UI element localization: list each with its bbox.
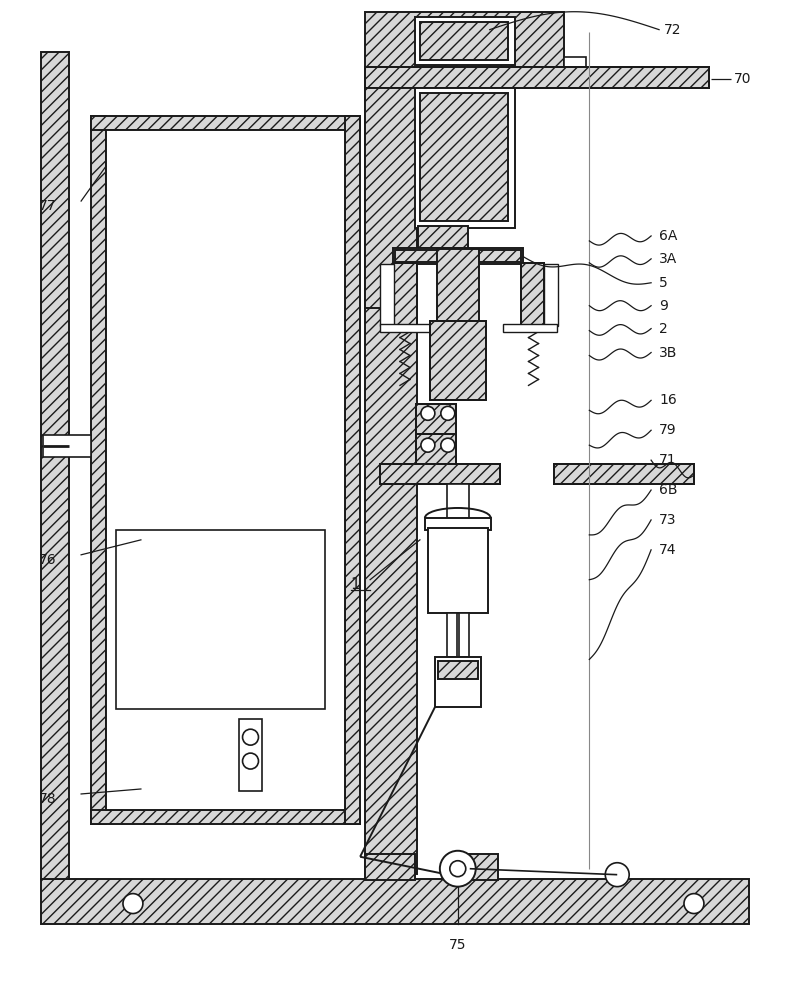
Bar [565, 57, 586, 86]
Bar [415, 17, 515, 65]
Bar [416, 434, 455, 464]
Bar [365, 67, 709, 88]
Bar [393, 248, 523, 264]
Text: 78: 78 [40, 792, 57, 806]
Bar [438, 661, 478, 679]
Bar [503, 324, 558, 332]
Circle shape [242, 729, 258, 745]
Bar [420, 93, 508, 221]
Bar [430, 321, 485, 400]
Bar [365, 67, 565, 86]
Bar [365, 12, 565, 67]
Bar [380, 264, 394, 326]
Text: 5: 5 [659, 276, 668, 290]
Text: 79: 79 [659, 423, 676, 437]
Bar [459, 613, 469, 657]
Bar [41, 52, 69, 879]
Circle shape [421, 406, 435, 420]
Bar [520, 263, 544, 325]
Bar [447, 613, 457, 657]
Circle shape [441, 438, 455, 452]
Bar [41, 879, 748, 924]
Bar [91, 116, 106, 824]
Bar [416, 434, 455, 464]
Bar [544, 264, 558, 326]
Bar [365, 88, 417, 308]
Circle shape [605, 863, 629, 887]
Bar [447, 854, 497, 880]
Bar [380, 324, 435, 332]
Bar [425, 518, 491, 530]
Circle shape [123, 894, 143, 914]
Circle shape [441, 406, 455, 420]
Bar [418, 226, 468, 248]
Bar [428, 528, 488, 613]
Bar [380, 464, 500, 484]
Text: 6B: 6B [659, 483, 678, 497]
Bar [520, 263, 544, 325]
Text: 73: 73 [659, 513, 676, 527]
Text: 76: 76 [40, 553, 57, 567]
Bar [91, 116, 360, 130]
Bar [365, 854, 415, 880]
Text: 75: 75 [449, 938, 466, 952]
Bar [415, 88, 515, 228]
Bar [365, 76, 417, 874]
Bar [395, 250, 520, 262]
Text: 3A: 3A [659, 252, 677, 266]
Circle shape [421, 438, 435, 452]
Bar [345, 116, 360, 824]
Bar [106, 130, 345, 810]
Text: 3B: 3B [659, 346, 677, 360]
Bar [420, 22, 508, 60]
Bar [91, 810, 360, 824]
Bar [116, 530, 326, 709]
Bar [447, 484, 469, 519]
Bar [554, 464, 694, 484]
Circle shape [242, 753, 258, 769]
Bar [437, 249, 478, 368]
Bar [554, 464, 694, 484]
Text: 1: 1 [351, 577, 360, 592]
Bar [430, 321, 485, 400]
Bar [393, 263, 417, 325]
Bar [44, 435, 91, 457]
Bar [416, 404, 455, 434]
Bar [393, 263, 417, 325]
Text: 70: 70 [734, 72, 752, 86]
Bar [365, 67, 709, 88]
Text: 16: 16 [659, 393, 677, 407]
Text: 72: 72 [664, 23, 682, 37]
Bar [435, 657, 481, 707]
Text: 9: 9 [659, 299, 668, 313]
Text: 77: 77 [40, 199, 57, 213]
Bar [416, 404, 455, 434]
Circle shape [684, 894, 704, 914]
Text: 6A: 6A [659, 229, 677, 243]
Text: 2: 2 [659, 322, 668, 336]
Circle shape [450, 861, 466, 877]
Text: 71: 71 [659, 453, 676, 467]
Text: 74: 74 [659, 543, 676, 557]
Bar [238, 719, 262, 791]
Bar [380, 464, 500, 484]
Circle shape [440, 851, 476, 887]
